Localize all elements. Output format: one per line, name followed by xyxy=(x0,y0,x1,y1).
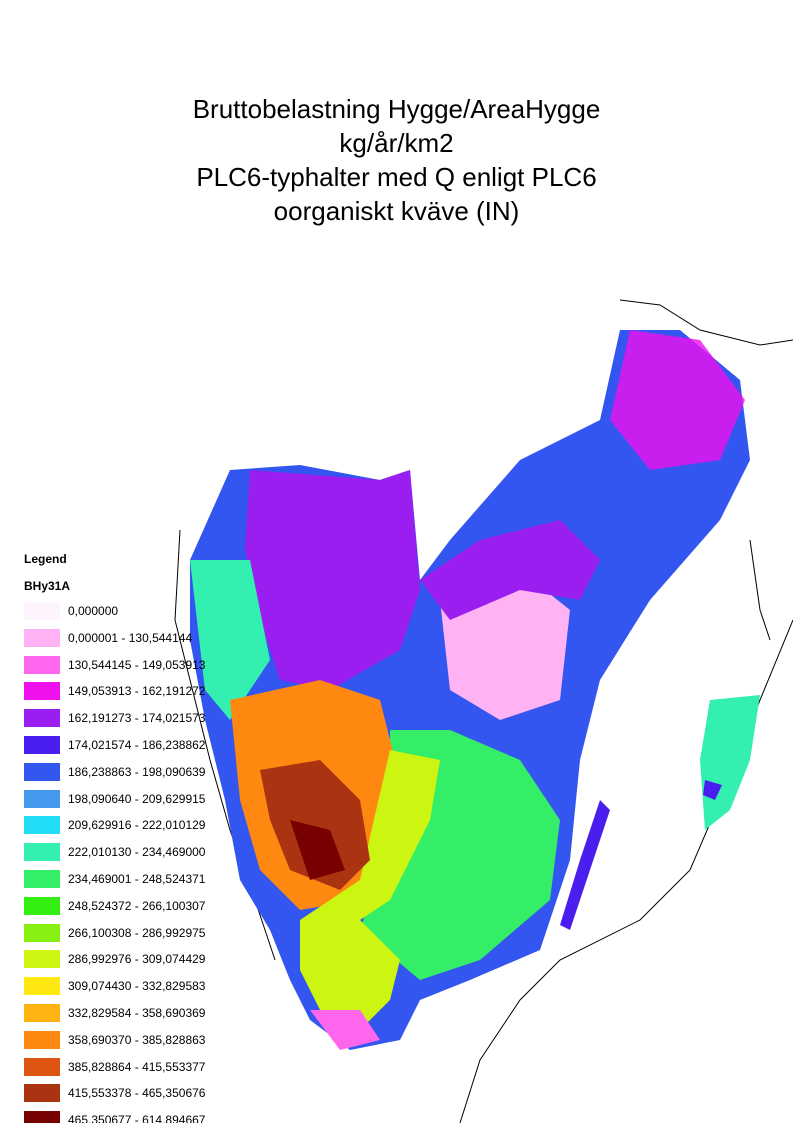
legend-label: 309,074430 - 332,829583 xyxy=(68,979,206,994)
legend-swatch xyxy=(24,735,60,754)
legend-label: 174,021574 - 186,238862 xyxy=(68,737,206,752)
legend-swatch xyxy=(24,1030,60,1049)
legend-label: 234,469001 - 248,524371 xyxy=(68,871,206,886)
legend-label: 286,992976 - 309,074429 xyxy=(68,952,206,967)
legend-swatch xyxy=(24,869,60,888)
legend-swatch xyxy=(24,1003,60,1022)
legend-layer: BHy31A xyxy=(24,579,71,593)
legend-swatch xyxy=(24,950,60,969)
legend-label: 222,010130 - 234,469000 xyxy=(68,845,206,860)
legend-label: 209,629916 - 222,010129 xyxy=(68,818,206,833)
legend-label: 415,553378 - 465,350676 xyxy=(68,1086,206,1101)
legend-label: 358,690370 - 385,828863 xyxy=(68,1032,206,1047)
legend-swatch xyxy=(24,682,60,701)
legend-swatch xyxy=(24,977,60,996)
legend-label: 332,829584 - 358,690369 xyxy=(68,1005,206,1020)
region-patch xyxy=(420,520,600,620)
legend-swatch xyxy=(24,762,60,781)
title-line: oorganiskt kväve (IN) xyxy=(273,196,520,226)
legend-label: 149,053913 - 162,191272 xyxy=(68,684,206,699)
legend-swatch xyxy=(24,709,60,728)
region-patch xyxy=(300,750,440,940)
legend-swatch xyxy=(24,1111,60,1123)
legend-swatch xyxy=(24,816,60,835)
legend-label: 130,544145 - 149,053913 xyxy=(68,657,206,672)
region-patch xyxy=(245,470,420,690)
legend-heading: Legend xyxy=(24,552,67,566)
island xyxy=(560,800,610,930)
legend-swatch xyxy=(24,628,60,647)
region-patch xyxy=(190,560,270,720)
legend-label: 248,524372 - 266,100307 xyxy=(68,898,206,913)
region-patch xyxy=(290,820,345,880)
legend-label: 0,000000 xyxy=(68,604,119,618)
legend-swatch xyxy=(24,655,60,674)
legend-label: 162,191273 - 174,021573 xyxy=(68,711,206,726)
island xyxy=(703,780,722,800)
title-line: Bruttobelastning Hygge/AreaHygge xyxy=(192,94,601,124)
legend-swatch xyxy=(24,923,60,942)
legend-swatch xyxy=(24,843,60,862)
region-patch xyxy=(310,1010,380,1050)
legend-label: 0,000001 - 130,544144 xyxy=(68,630,193,645)
title-line: PLC6-typhalter med Q enligt PLC6 xyxy=(196,162,597,192)
title-line: kg/år/km2 xyxy=(339,128,454,158)
region-patch xyxy=(610,330,745,470)
legend-label: 266,100308 - 286,992975 xyxy=(68,925,206,940)
legend-swatch xyxy=(24,602,60,620)
legend-swatch xyxy=(24,1057,60,1076)
legend-swatch xyxy=(24,896,60,915)
legend-swatch xyxy=(24,789,60,808)
legend-label: 385,828864 - 415,553377 xyxy=(68,1059,206,1074)
legend-label: 186,238863 - 198,090639 xyxy=(68,764,206,779)
legend-label: 465,350677 - 614,894667 xyxy=(68,1113,206,1123)
legend-swatch xyxy=(24,1084,60,1103)
region-patch xyxy=(260,760,370,890)
legend-label: 198,090640 - 209,629915 xyxy=(68,791,206,806)
island xyxy=(700,695,760,830)
